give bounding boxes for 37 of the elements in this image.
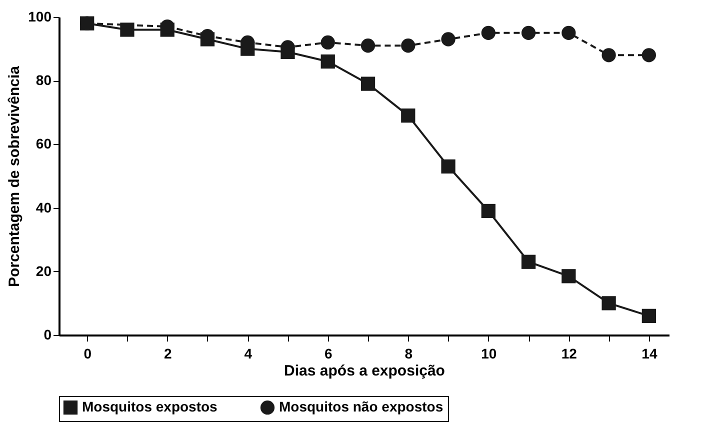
y-tick-label: 40: [36, 199, 52, 216]
y-tick-label: 100: [28, 8, 52, 24]
point: [441, 32, 456, 46]
x-tick-label: 6: [324, 346, 332, 362]
x-tick-label: 14: [642, 346, 658, 362]
point: [401, 38, 416, 53]
y-axis-title: Porcentagem de sobrevivência: [6, 65, 24, 287]
point: [521, 254, 536, 269]
x-tick-label: 0: [84, 346, 92, 362]
point: [441, 159, 456, 174]
point: [642, 48, 656, 62]
point: [481, 204, 496, 218]
point: [320, 35, 335, 50]
point: [360, 76, 376, 91]
point: [521, 26, 536, 40]
y-tick-label: 20: [36, 262, 52, 279]
x-axis-title: Dias após a exposição: [284, 362, 445, 380]
x-tick-label: 4: [244, 346, 252, 362]
y-tick-label: 0: [44, 326, 52, 342]
point: [602, 48, 616, 62]
y-tick-label: 60: [36, 136, 52, 152]
point: [562, 26, 576, 40]
point: [642, 308, 656, 323]
point: [320, 54, 335, 69]
legend-label: Mosquitos não expostos: [279, 398, 444, 415]
point: [360, 38, 376, 53]
x-tick-label: 10: [481, 346, 497, 362]
x-tick-label: 2: [164, 346, 172, 362]
x-tick-label: 8: [404, 346, 413, 362]
point: [562, 269, 576, 284]
point: [481, 26, 496, 40]
point: [602, 296, 616, 310]
y-tick-label: 80: [36, 72, 52, 88]
point: [120, 22, 134, 37]
point: [401, 108, 416, 123]
legend-label: Mosquitos expostos: [82, 398, 218, 415]
x-tick-label: 12: [561, 346, 578, 362]
